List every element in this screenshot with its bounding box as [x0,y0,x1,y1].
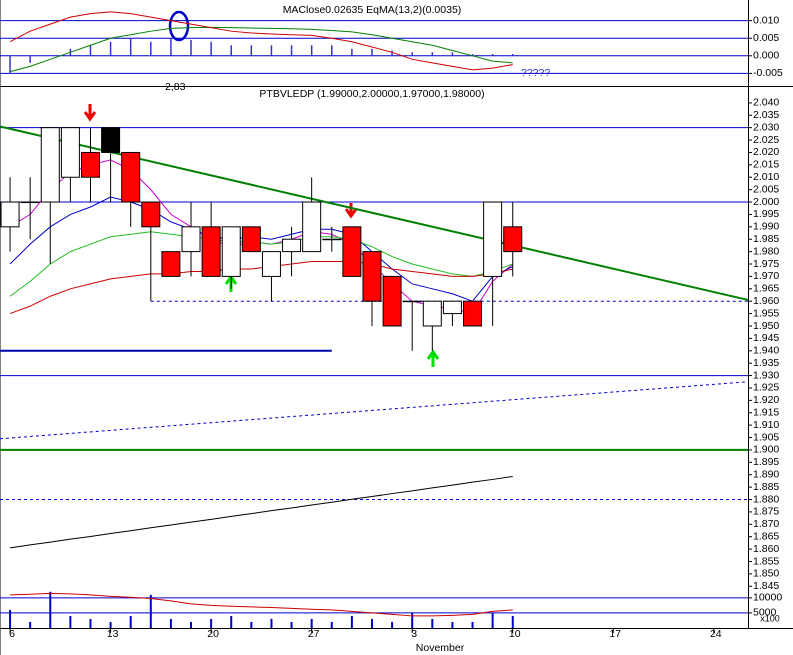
candle-body [201,226,221,277]
y-tick-label: 2.030 [753,121,779,133]
candle-body [302,201,322,253]
x-tick-label: 20 [207,628,219,640]
candle-body [241,226,261,253]
candle-body [342,226,362,277]
indicator-line [9,231,513,297]
y-tick-label: 1.865 [753,530,779,542]
candle-body [282,238,302,253]
y-tick-label: 1.980 [753,245,779,257]
y-tick-label: 1.870 [753,518,779,530]
indicator-line [9,11,513,71]
y-tick-label: 1.850 [753,568,779,580]
y-tick-label: 0.010 [753,14,779,26]
y-tick-label: 1.960 [753,295,779,307]
buy-arrow [426,349,440,367]
y-tick-label: 1.945 [753,332,779,344]
y-tick-label: 1.970 [753,270,779,282]
y-tick-label: 5000 [753,607,777,619]
candle-body [362,251,382,302]
price-title: PTBVLEDP (1.99000,2.00000,1.97000,1.9800… [259,88,484,100]
x-tick-label: 13 [107,628,119,640]
macd-title: MAClose0.02635 EqMA(13,2)(0.0035) [283,4,462,16]
candle-body [60,127,80,178]
y-tick-label: 2.020 [753,146,779,158]
y-tick-label: 2.000 [753,196,779,208]
candle-body [141,201,161,228]
indicator-line [9,26,513,73]
y-tick-label: 2.015 [753,159,779,171]
x-tick-label: 6 [9,628,15,640]
candle-body [442,300,462,315]
y-tick-label: 1.900 [753,444,779,456]
y-tick-label: 2.005 [753,183,779,195]
y-tick-label: 1.860 [753,543,779,555]
y-tick-label: 1.910 [753,419,779,431]
candle-body [0,201,20,228]
x-tick-label: 27 [308,628,320,640]
y-tick-label: 2.010 [753,171,779,183]
y-tick-label: 1.915 [753,407,779,419]
y-tick-label: 1.920 [753,394,779,406]
candle-body [20,201,40,204]
y-tick-label: 1.855 [753,555,779,567]
reference-line [0,381,749,440]
y-tick-label: 1.895 [753,456,779,468]
indicator-line [9,261,513,315]
candle-body [382,275,402,327]
y-tick-label: 1.875 [753,506,779,518]
candle-body [261,251,281,277]
y-tick-label: 0.005 [753,32,779,44]
candle-body [181,226,201,253]
y-tick-label: 1.885 [753,481,779,493]
y-tick-label: 10000 [753,592,782,604]
candle-body [483,201,503,277]
y-tick-label: 0.000 [753,50,779,62]
candle-body [101,127,121,153]
x-axis-title: November [416,642,465,654]
indicator-line [9,196,513,302]
candle-body [322,238,342,241]
indicator-line [10,592,513,617]
y-tick-label: 1.985 [753,233,779,245]
x-tick-label: 24 [710,628,722,640]
sell-arrow [83,104,97,122]
candle-body [503,226,523,253]
y-tick-label: -0.005 [753,67,783,79]
x-tick-label: 3 [411,628,417,640]
y-tick-label: 1.995 [753,208,779,220]
y-tick-label: 2.035 [753,109,779,121]
x-tick-label: 10 [509,628,521,640]
y-tick-label: 1.990 [753,221,779,233]
indicator-line [9,475,513,549]
y-tick-label: 1.965 [753,283,779,295]
candle-body [221,226,241,277]
y-tick-label: 1.930 [753,369,779,381]
candle-body [40,127,60,203]
x-tick-label: 17 [609,628,621,640]
note: ????? [521,67,550,79]
y-tick-label: 1.975 [753,258,779,270]
candle-body [121,151,141,203]
y-tick-label: 2.025 [753,134,779,146]
y-tick-label: 1.880 [753,493,779,505]
y-tick-label: 1.845 [753,580,779,592]
highlight-circle [168,10,190,42]
candle-body [422,300,442,327]
y-tick-label: 2.040 [753,97,779,109]
candle-body [402,300,422,303]
y-tick-label: 1.955 [753,307,779,319]
unit-label: x100 [760,613,780,623]
y-tick-label: 1.925 [753,382,779,394]
y-tick-label: 1.905 [753,431,779,443]
candle-body [463,300,483,327]
y-tick-label: 1.950 [753,320,779,332]
y-tick-label: 1.935 [753,357,779,369]
y-tick-label: 1.940 [753,345,779,357]
candle-body [161,251,181,277]
candle-body [80,151,100,178]
y-tick-label: 1.890 [753,469,779,481]
